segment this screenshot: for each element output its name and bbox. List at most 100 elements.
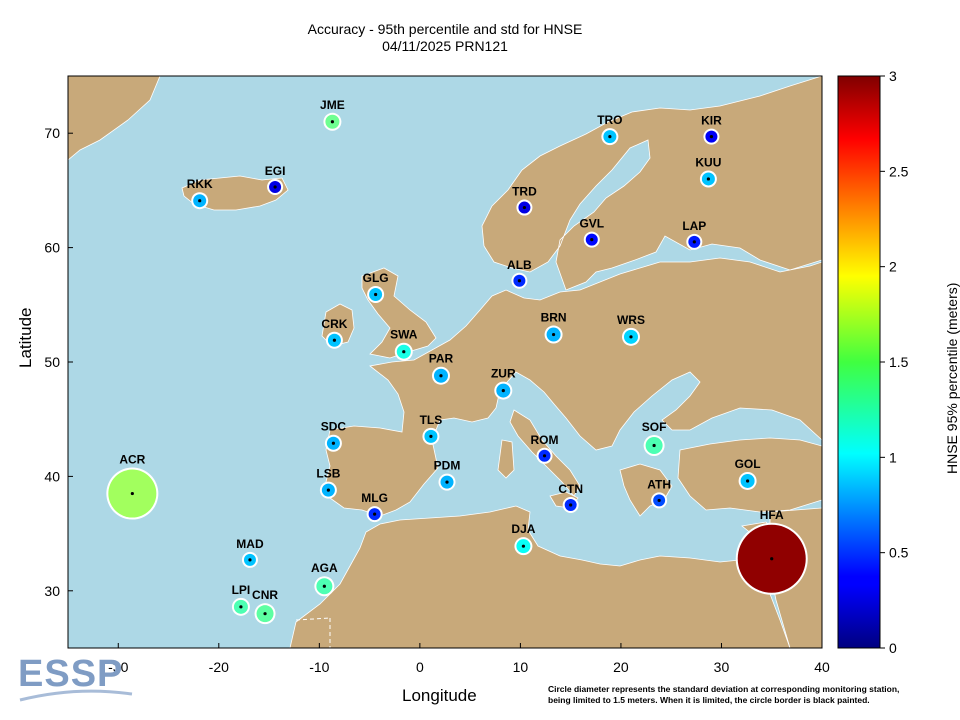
station-dot xyxy=(248,558,252,562)
station-dot xyxy=(429,434,433,438)
station-label: CRK xyxy=(321,317,347,331)
stations-layer: JME TRO KIR KUU EGI RKK TRD GVL LAP ALB GLG BRN WRS C… xyxy=(106,98,808,625)
station-dot xyxy=(652,443,656,448)
station-dot xyxy=(331,441,336,445)
x-tick-label: -30 xyxy=(108,659,128,675)
logo-swoosh xyxy=(19,689,133,702)
station-wrs: WRS xyxy=(617,313,645,346)
station-kir: KIR xyxy=(701,114,722,145)
station-dot xyxy=(445,480,449,484)
x-tick-label: -20 xyxy=(209,659,229,675)
x-tick-label: -10 xyxy=(309,659,329,675)
station-dot xyxy=(263,612,267,616)
station-dot xyxy=(542,454,547,458)
station-crk: CRK xyxy=(321,317,348,349)
station-label: SDC xyxy=(321,420,347,434)
chart-subtitle: 04/11/2025 PRN121 xyxy=(382,38,508,54)
greenland xyxy=(68,76,161,161)
station-label: JME xyxy=(320,98,345,112)
station-mad: MAD xyxy=(236,537,264,568)
colorbar-tick-label: 0 xyxy=(889,640,897,656)
station-dot xyxy=(374,292,378,297)
station-lpi: LPI xyxy=(232,583,250,616)
y-tick-label: 40 xyxy=(44,468,60,484)
station-dot xyxy=(657,498,661,503)
station-jme: JME xyxy=(320,98,345,131)
station-lsb: LSB xyxy=(316,467,341,499)
station-dot xyxy=(402,350,406,354)
station-dot xyxy=(692,240,696,244)
station-label: WRS xyxy=(617,313,645,327)
station-label: GVL xyxy=(579,217,604,231)
station-label: AGA xyxy=(311,561,338,575)
station-dot xyxy=(746,479,750,483)
station-label: PAR xyxy=(429,352,454,366)
station-label: LSB xyxy=(316,467,340,481)
colorbar-tick-label: 2 xyxy=(889,259,897,275)
station-dot xyxy=(439,374,443,378)
station-label: HFA xyxy=(760,508,784,522)
x-axis-label: Longitude xyxy=(402,686,477,705)
station-trd: TRD xyxy=(512,185,537,216)
station-label: ALB xyxy=(507,258,532,272)
colorbar xyxy=(837,75,881,649)
station-dot xyxy=(273,185,277,189)
station-alb: ALB xyxy=(507,258,532,289)
station-dot xyxy=(551,332,556,337)
station-dot xyxy=(569,503,573,507)
y-tick-label: 50 xyxy=(44,354,60,370)
station-label: GOL xyxy=(735,457,761,471)
sardinia xyxy=(497,439,515,479)
station-swa: SWA xyxy=(390,328,418,361)
station-label: MLG xyxy=(361,491,388,505)
station-kuu: KUU xyxy=(695,155,721,188)
station-tls: TLS xyxy=(420,413,442,445)
borders xyxy=(295,617,331,648)
x-axis: -30 -20 -10 0 10 20 30 40 xyxy=(108,643,830,675)
y-axis-label: Latitude xyxy=(16,307,35,369)
logo-text: ESSP xyxy=(18,653,123,695)
colorbar-tick-label: 1 xyxy=(889,449,897,465)
station-label: KIR xyxy=(701,114,722,128)
station-aga: AGA xyxy=(311,561,338,597)
station-hfa: HFA xyxy=(735,508,808,595)
station-dot xyxy=(198,199,202,203)
station-label: RKK xyxy=(187,177,213,191)
colorbar-tick-label: 3 xyxy=(889,68,897,84)
station-label: KUU xyxy=(695,155,721,169)
station-dot xyxy=(709,135,714,139)
station-label: TRO xyxy=(597,113,622,127)
station-gvl: GVL xyxy=(579,217,604,248)
x-tick-label: 40 xyxy=(814,659,830,675)
station-dot xyxy=(590,237,594,242)
station-tro: TRO xyxy=(597,113,623,146)
y-axis: 30 40 50 60 70 xyxy=(44,125,73,599)
station-label: ZUR xyxy=(491,367,516,381)
y-tick-label: 60 xyxy=(44,240,60,256)
footnote-line-2: being limited to 1.5 meters. When it is … xyxy=(548,695,870,705)
x-tick-label: 30 xyxy=(714,659,730,675)
station-label: SOF xyxy=(642,420,667,434)
station-label: ROM xyxy=(531,433,559,447)
station-dot xyxy=(706,177,710,181)
station-rkk: RKK xyxy=(187,177,213,210)
station-label: EGI xyxy=(265,164,286,178)
station-pdm: PDM xyxy=(434,459,461,491)
essp-logo: ESSP xyxy=(18,653,133,702)
colorbar-tick-label: 2.5 xyxy=(889,163,909,179)
station-dot xyxy=(521,544,526,548)
station-dot xyxy=(332,338,337,342)
station-dot xyxy=(770,557,774,561)
station-brn: BRN xyxy=(541,311,567,344)
station-label: ATH xyxy=(647,477,671,491)
station-sdc: SDC xyxy=(321,420,347,452)
colorbar-tick-label: 0.5 xyxy=(889,545,909,561)
station-dot xyxy=(522,205,527,210)
station-sof: SOF xyxy=(642,420,667,457)
station-label: CNR xyxy=(252,588,278,602)
station-label: PDM xyxy=(434,459,461,473)
station-dot xyxy=(629,335,633,339)
x-tick-label: 20 xyxy=(613,659,629,675)
station-label: CTN xyxy=(558,482,583,496)
